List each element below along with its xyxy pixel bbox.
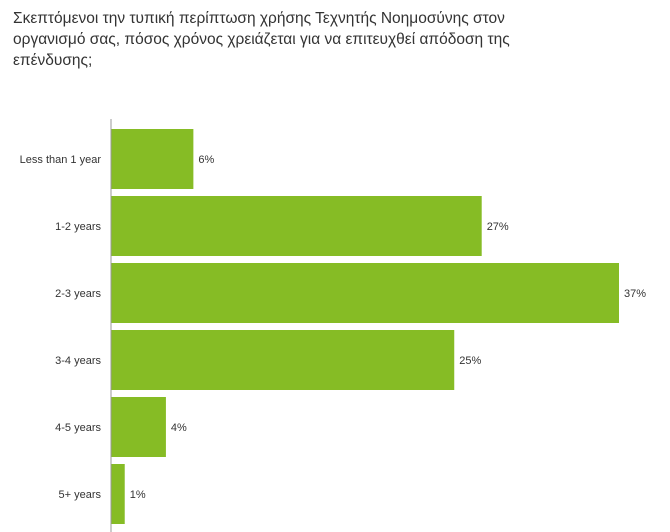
bar-less-than-1-year — [111, 129, 194, 189]
data-label-3-4-years: 25% — [459, 355, 481, 367]
bar-3-4-years — [111, 330, 455, 390]
bars-group — [111, 129, 619, 524]
tick-label-1-2-years: 1-2 years — [55, 221, 101, 233]
tick-label-3-4-years: 3-4 years — [55, 355, 101, 367]
tick-label-2-3-years: 2-3 years — [55, 288, 101, 300]
data-label-5-years: 1% — [130, 489, 146, 501]
bar-4-5-years — [111, 397, 166, 457]
bar-2-3-years — [111, 263, 619, 323]
bar-1-2-years — [111, 196, 482, 256]
data-label-4-5-years: 4% — [171, 422, 187, 434]
data-label-less-than-1-year: 6% — [198, 154, 214, 166]
labels-group: Less than 1 year 6% 1-2 years 27% 2-3 years 3… — [20, 154, 647, 501]
chart-title: Σκεπτόμενοι την τυπική περίπτωση χρήσης … — [13, 10, 510, 69]
data-label-1-2-years: 27% — [487, 221, 509, 233]
tick-label-less-than-1-year: Less than 1 year — [20, 154, 102, 166]
bar-5-years — [111, 464, 125, 524]
data-label-2-3-years: 37% — [624, 288, 646, 300]
tick-label-4-5-years: 4-5 years — [55, 422, 101, 434]
tick-label-5-years: 5+ years — [59, 489, 102, 501]
